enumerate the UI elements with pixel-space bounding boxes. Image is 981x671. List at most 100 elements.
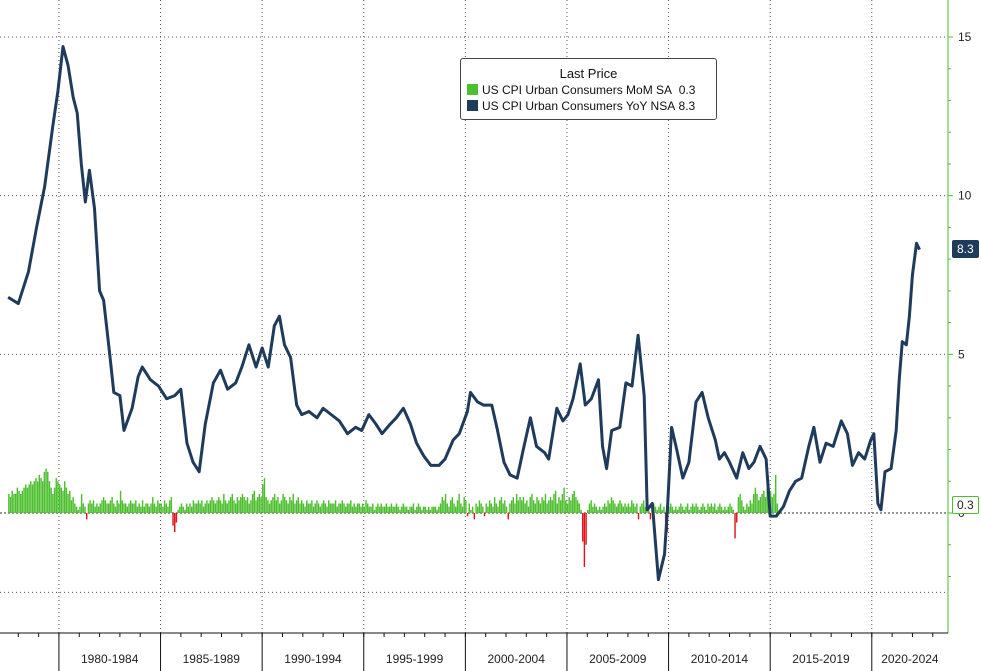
mom-bar-1 <box>9 497 12 513</box>
mom-bar-3 <box>13 493 15 513</box>
mom-bar-437 <box>747 506 750 513</box>
mom-bar-20 <box>41 481 44 513</box>
mom-bar-212 <box>367 503 369 513</box>
mom-bar-248 <box>427 506 430 513</box>
mom-bar-383 <box>656 509 658 513</box>
mom-bar-318 <box>546 503 548 513</box>
mom-bar-347 <box>595 506 597 513</box>
mom-bar-170 <box>295 500 298 513</box>
mom-bar-395 <box>676 509 679 513</box>
yoy-series-line <box>7 45 921 582</box>
mom-bar-89 <box>158 503 161 513</box>
mom-bar-45 <box>84 506 86 513</box>
mom-bar-319 <box>548 500 550 513</box>
mom-bar-311 <box>534 503 537 513</box>
mom-bar-328 <box>563 487 565 513</box>
mom-bar-26 <box>52 493 54 513</box>
mom-bar-19 <box>40 478 42 513</box>
mom-bar-162 <box>282 493 284 513</box>
mom-bar-201 <box>348 503 350 513</box>
mom-bar-321 <box>551 500 553 513</box>
mom-bar-43 <box>80 493 83 513</box>
mom-bar-134 <box>234 503 237 513</box>
mom-bar-225 <box>389 506 391 513</box>
mom-bar-240 <box>414 509 416 513</box>
mom-bar-60 <box>109 500 112 513</box>
mom-bar-294 <box>505 506 508 513</box>
mom-bar-376 <box>644 506 647 513</box>
mom-bar-69 <box>124 503 127 513</box>
mom-bar-164 <box>285 500 288 513</box>
mom-bar-57 <box>104 500 107 513</box>
mom-bar-137 <box>240 497 242 513</box>
mom-bar-378 <box>648 509 650 513</box>
mom-bar-123 <box>216 500 218 513</box>
mom-bar-216 <box>373 509 376 513</box>
mom-bar-202 <box>350 500 352 513</box>
mom-bar-329 <box>565 500 567 513</box>
mom-bar-367 <box>629 506 631 513</box>
mom-bar-304 <box>522 497 525 513</box>
mom-bar-109 <box>192 500 195 513</box>
mom-bar-63 <box>114 506 117 513</box>
mom-bar-246 <box>424 506 426 513</box>
mom-bar-305 <box>524 503 526 513</box>
mom-bar-168 <box>292 493 294 513</box>
mom-bar-90 <box>160 503 162 513</box>
mom-bar-272 <box>468 503 471 513</box>
mom-bar-228 <box>394 506 396 513</box>
mom-bar-426 <box>729 503 731 513</box>
mom-bar-391 <box>670 503 672 513</box>
mom-bar-31 <box>60 487 63 513</box>
mom-bar-397 <box>680 503 682 513</box>
mom-bar-153 <box>267 500 269 513</box>
mom-bar-445 <box>761 493 763 513</box>
mom-bar-423 <box>724 506 726 513</box>
axes <box>0 0 953 671</box>
x-tick-label-8: 2020-2024 <box>881 652 939 666</box>
mom-bar-420 <box>719 503 721 513</box>
mom-bar-369 <box>632 503 635 513</box>
x-tick-label-4: 2000-2004 <box>488 652 546 666</box>
mom-bar-257 <box>443 500 445 513</box>
mom-bar-207 <box>358 503 360 513</box>
mom-bar-217 <box>375 506 377 513</box>
mom-bar-86 <box>153 503 156 513</box>
mom-bar-403 <box>690 506 692 513</box>
mom-bar-40 <box>75 506 78 513</box>
mom-bar-87 <box>155 506 157 513</box>
mom-bar-203 <box>351 506 354 513</box>
mom-bar-214 <box>370 506 372 513</box>
mom-bar-372 <box>637 513 640 520</box>
mom-bar-393 <box>673 509 675 513</box>
mom-bar-239 <box>412 503 415 513</box>
mom-bar-373 <box>639 506 641 513</box>
mom-bar-421 <box>720 506 723 513</box>
x-tick-label-0: 1980-1984 <box>81 652 139 666</box>
mom-bar-404 <box>692 503 694 513</box>
mom-bar-105 <box>185 503 188 513</box>
mom-bar-65 <box>118 503 120 513</box>
mom-bar-276 <box>475 503 477 513</box>
mom-bar-79 <box>141 500 144 513</box>
mom-bar-293 <box>504 500 506 513</box>
mom-bar-236 <box>407 509 410 513</box>
mom-bar-21 <box>43 471 46 513</box>
mom-bar-131 <box>229 497 232 513</box>
mom-bar-273 <box>470 509 472 513</box>
mom-bar-414 <box>708 506 711 513</box>
mom-bar-345 <box>592 506 594 513</box>
legend-label-yoy: US CPI Urban Consumers YoY NSA <box>482 99 676 113</box>
mom-bar-64 <box>116 500 118 513</box>
mom-bar-8 <box>21 490 24 513</box>
mom-bar-200 <box>346 503 349 513</box>
mom-bar-146 <box>255 500 257 513</box>
mom-bar-2 <box>11 490 13 513</box>
mom-bar-339 <box>581 513 584 542</box>
y-tick-label-5: 5 <box>958 347 965 361</box>
mom-bar-155 <box>270 500 272 513</box>
mom-bar-70 <box>126 506 129 513</box>
mom-bar-174 <box>302 503 305 513</box>
mom-bar-71 <box>128 503 130 513</box>
mom-bar-156 <box>272 497 274 513</box>
